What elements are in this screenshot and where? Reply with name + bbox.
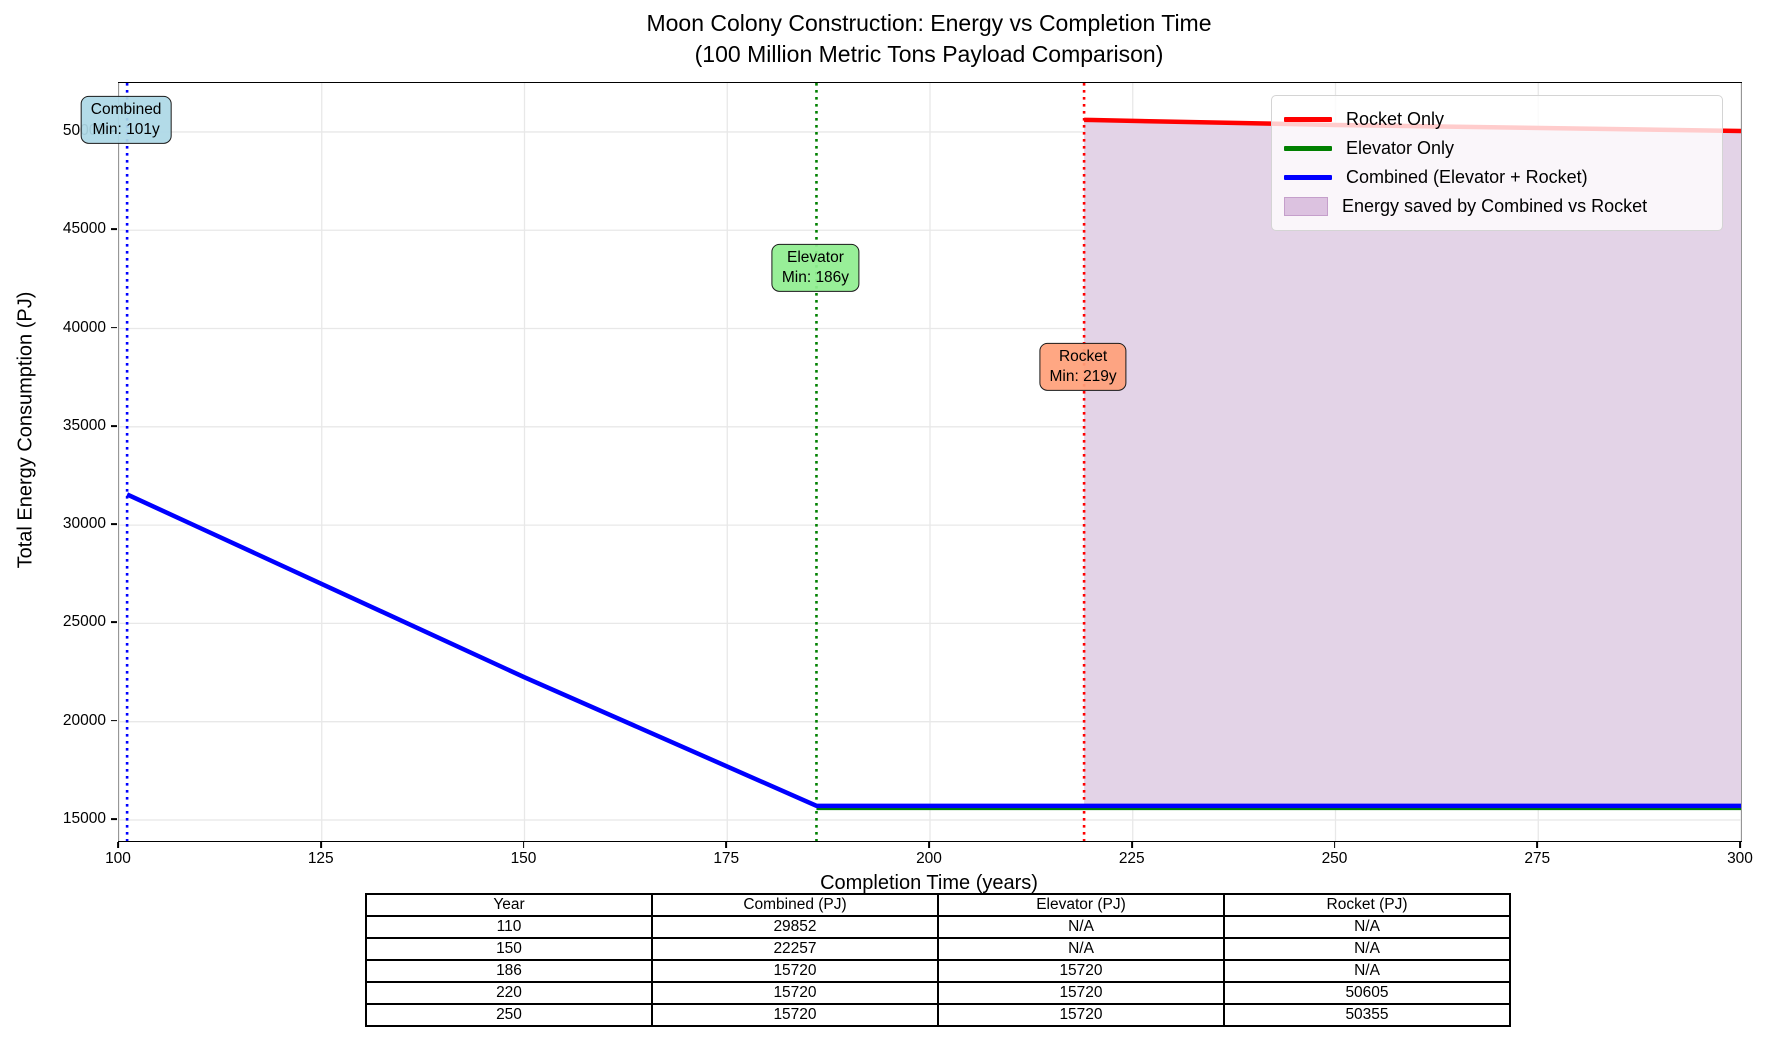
x-tick-mark bbox=[522, 842, 525, 848]
table-cell: 29852 bbox=[651, 915, 939, 939]
y-tick-label: 25000 bbox=[62, 613, 106, 631]
table-cell: 110 bbox=[365, 915, 653, 939]
y-tick-mark bbox=[111, 424, 117, 427]
x-tick-mark bbox=[1333, 842, 1336, 848]
chart-title: Moon Colony Construction: Energy vs Comp… bbox=[118, 8, 1740, 70]
legend-label: Rocket Only bbox=[1346, 109, 1445, 129]
table-cell: 150 bbox=[365, 937, 653, 961]
table-cell: 50355 bbox=[1223, 1003, 1511, 1027]
table-cell: 15720 bbox=[937, 959, 1225, 983]
table-cell: 250 bbox=[365, 1003, 653, 1027]
table-cell: N/A bbox=[1223, 937, 1511, 961]
annotation-combined-min: Combined Min: 101y bbox=[80, 95, 172, 145]
legend-patch-swatch bbox=[1284, 197, 1328, 216]
x-axis-label: Completion Time (years) bbox=[820, 872, 1038, 894]
x-tick-label: 100 bbox=[105, 850, 131, 867]
x-tick-mark bbox=[117, 842, 119, 848]
table-cell: 15720 bbox=[937, 981, 1225, 1005]
x-tick-mark bbox=[725, 842, 728, 848]
y-tick-label: 30000 bbox=[62, 515, 106, 533]
x-tick-mark bbox=[319, 842, 322, 848]
y-tick-mark bbox=[111, 523, 117, 525]
x-tick-mark bbox=[1739, 842, 1741, 848]
legend-line-swatch bbox=[1284, 117, 1332, 122]
legend-item: Rocket Only bbox=[1284, 105, 1710, 134]
table-cell: 15720 bbox=[651, 981, 939, 1005]
x-tick-mark bbox=[1130, 842, 1133, 848]
x-tick-label: 150 bbox=[510, 850, 537, 867]
x-tick-label: 200 bbox=[916, 850, 942, 867]
x-tick-label: 125 bbox=[307, 850, 334, 867]
table-header-cell: Year bbox=[365, 893, 653, 917]
table-cell: 15720 bbox=[651, 959, 939, 983]
table-cell: N/A bbox=[1223, 915, 1511, 939]
plot-area: Rocket Only Elevator Only Combined (Elevat… bbox=[118, 82, 1742, 842]
x-tick-mark bbox=[1536, 842, 1539, 848]
annotation-elevator-min: Elevator Min: 186y bbox=[771, 243, 860, 292]
y-tick-label: 40000 bbox=[62, 318, 106, 336]
table-cell: 186 bbox=[365, 959, 653, 983]
x-tick-label: 300 bbox=[1727, 850, 1753, 867]
table-cell: 50605 bbox=[1223, 981, 1511, 1005]
plot-canvas bbox=[118, 83, 1742, 841]
x-tick-label: 225 bbox=[1118, 850, 1145, 867]
data-table: Year Combined (PJ) Elevator (PJ) Rocket (PJ… bbox=[365, 893, 1511, 1027]
legend-label: Combined (Elevator + Rocket) bbox=[1346, 167, 1588, 187]
table-row: 186 15720 15720 N/A bbox=[365, 959, 1511, 983]
legend-line-swatch bbox=[1284, 146, 1332, 151]
table-cell: N/A bbox=[937, 915, 1225, 939]
chart-title-line2: (100 Million Metric Tons Payload Compari… bbox=[694, 41, 1164, 68]
energy-saved-fill bbox=[1084, 119, 1741, 806]
table-cell: N/A bbox=[1223, 959, 1511, 983]
y-tick-mark bbox=[111, 621, 117, 624]
table-row: 110 29852 N/A N/A bbox=[365, 915, 1511, 939]
y-tick-mark bbox=[111, 818, 117, 820]
table-cell: N/A bbox=[937, 937, 1225, 961]
table-row: 250 15720 15720 50355 bbox=[365, 1003, 1511, 1027]
annotation-rocket-min: Rocket Min: 219y bbox=[1039, 342, 1127, 392]
chart-title-line1: Moon Colony Construction: Energy vs Comp… bbox=[646, 10, 1212, 36]
y-tick-label: 35000 bbox=[62, 416, 106, 434]
y-tick-label: 45000 bbox=[62, 220, 106, 238]
x-tick-mark bbox=[928, 842, 930, 848]
table-cell: 220 bbox=[365, 981, 653, 1005]
series-line bbox=[126, 492, 1741, 809]
table-cell: 15720 bbox=[937, 1003, 1225, 1027]
table-row: 150 22257 N/A N/A bbox=[365, 937, 1511, 961]
table-header-cell: Rocket (PJ) bbox=[1223, 893, 1511, 917]
legend-item: Combined (Elevator + Rocket) bbox=[1284, 163, 1710, 192]
x-tick-label: 175 bbox=[713, 850, 740, 867]
x-tick-label: 250 bbox=[1321, 850, 1348, 867]
legend-line-swatch bbox=[1284, 175, 1332, 180]
legend-item: Elevator Only bbox=[1284, 134, 1710, 163]
legend-label: Elevator Only bbox=[1346, 138, 1455, 158]
table-header-row: Year Combined (PJ) Elevator (PJ) Rocket (PJ… bbox=[365, 893, 1511, 917]
table-cell: 15720 bbox=[651, 1003, 939, 1027]
table-row: 220 15720 15720 50605 bbox=[365, 981, 1511, 1005]
y-tick-mark bbox=[111, 228, 117, 231]
y-tick-label: 20000 bbox=[62, 711, 106, 729]
x-tick-label: 275 bbox=[1524, 850, 1551, 867]
legend: Rocket Only Elevator Only Combined (Elevat… bbox=[1271, 95, 1723, 231]
legend-label: Energy saved by Combined vs Rocket bbox=[1342, 196, 1648, 216]
legend-item: Energy saved by Combined vs Rocket bbox=[1284, 192, 1710, 221]
y-tick-mark bbox=[111, 326, 117, 329]
y-tick-label: 15000 bbox=[62, 809, 106, 827]
table-header-cell: Combined (PJ) bbox=[651, 893, 939, 917]
table-header-cell: Elevator (PJ) bbox=[937, 893, 1225, 917]
y-tick-mark bbox=[111, 719, 117, 722]
table-cell: 22257 bbox=[651, 937, 939, 961]
